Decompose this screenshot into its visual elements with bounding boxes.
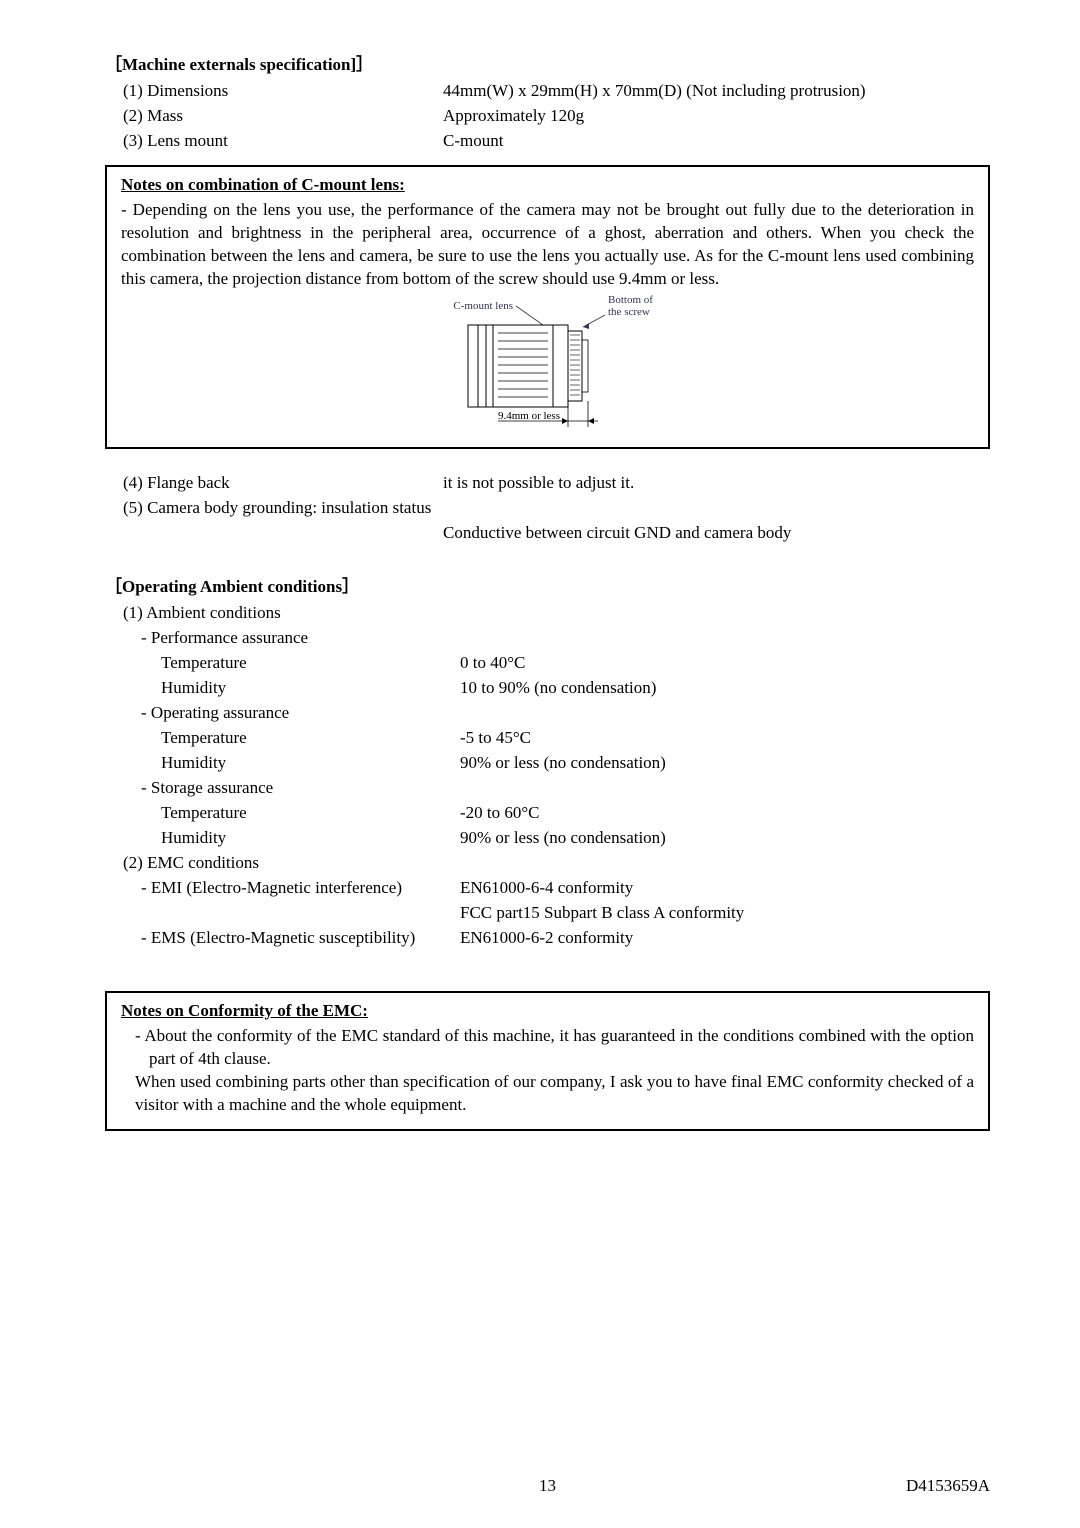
cond-value: EN61000-6-2 conformity [460,928,990,948]
cond-row: - Operating assurance [105,703,990,723]
doc-id: D4153659A [870,1476,990,1496]
cond-label: - Performance assurance [141,628,476,648]
spec-row: (1) Dimensions 44mm(W) x 29mm(H) x 70mm(… [105,81,990,101]
spec-label: (4) Flange back [123,473,443,493]
cond-value: EN61000-6-4 conformity [460,878,990,898]
cond-label: Temperature [161,653,460,673]
spec-row: (4) Flange back it is not possible to ad… [105,473,990,493]
cond-value: 90% or less (no condensation) [460,828,990,848]
cond-row: Humidity 90% or less (no condensation) [105,753,990,773]
spec-value: Approximately 120g [443,106,990,126]
cond-value: 90% or less (no condensation) [460,753,990,773]
diagram-screw-label-1: Bottom of [608,295,653,306]
cond-label: - EMS (Electro-Magnetic susceptibility) [141,928,460,948]
cond-row: - EMI (Electro-Magnetic interference) EN… [105,878,990,898]
spec-label: (1) Dimensions [123,81,443,101]
cond-label: Humidity [161,753,460,773]
spec-label: (3) Lens mount [123,131,443,151]
cond-label: Temperature [161,728,460,748]
spec-value: C-mount [443,131,990,151]
cond-value: 0 to 40°C [460,653,990,673]
spec-value: 44mm(W) x 29mm(H) x 70mm(D) (Not includi… [443,81,990,101]
spec-row: (2) Mass Approximately 120g [105,106,990,126]
spec-row: (3) Lens mount C-mount [105,131,990,151]
spec-value: Conductive between circuit GND and camer… [443,523,990,543]
note-box-emc: Notes on Conformity of the EMC: - About … [105,991,990,1131]
cond-row: Humidity 10 to 90% (no condensation) [105,678,990,698]
note-box-cmount: Notes on combination of C-mount lens: - … [105,165,990,449]
cond-value: -20 to 60°C [460,803,990,823]
cond-label: Temperature [161,803,460,823]
page-number: 13 [225,1476,870,1496]
page-footer: 13 D4153659A [105,1476,990,1496]
spec-label [123,523,443,543]
note-title: Notes on combination of C-mount lens: [121,175,974,195]
cond-row: - Storage assurance [105,778,990,798]
diagram-dim-label: 9.4mm or less [497,410,559,422]
note-text: When used combining parts other than spe… [121,1071,974,1117]
cond-row: - Performance assurance [105,628,990,648]
note-title: Notes on Conformity of the EMC: [121,1001,974,1021]
cond-row: FCC part15 Subpart B class A conformity [105,903,990,923]
cond-row: Humidity 90% or less (no condensation) [105,828,990,848]
cond-label: (1) Ambient conditions [123,603,458,623]
spec-row: (5) Camera body grounding: insulation st… [105,498,990,518]
cond-label: - Storage assurance [141,778,476,798]
section-1-title: ［Machine externals specification]］ [105,50,990,75]
note-text: - Depending on the lens you use, the per… [121,199,974,291]
cond-label: Humidity [161,828,460,848]
cond-value: -5 to 45°C [460,728,990,748]
cond-row: Temperature -20 to 60°C [105,803,990,823]
diagram-lens-label: C-mount lens [453,300,513,312]
cond-row: (1) Ambient conditions [105,603,990,623]
cond-label: Humidity [161,678,460,698]
section-2-title: ［Operating Ambient conditions］ [105,572,990,597]
spec-value: it is not possible to adjust it. [443,473,990,493]
cond-value: FCC part15 Subpart B class A conformity [460,903,990,923]
cond-row: - EMS (Electro-Magnetic susceptibility) … [105,928,990,948]
cond-label [141,903,460,923]
cond-label: (2) EMC conditions [123,853,458,873]
cond-row: Temperature -5 to 45°C [105,728,990,748]
cond-label: - EMI (Electro-Magnetic interference) [141,878,460,898]
cond-row: Temperature 0 to 40°C [105,653,990,673]
cmount-diagram: C-mount lens Bottom of the screw [121,295,974,435]
spec-label: (2) Mass [123,106,443,126]
diagram-screw-label-2: the screw [608,306,650,318]
cond-label: - Operating assurance [141,703,476,723]
cond-row: (2) EMC conditions [105,853,990,873]
note-text: - About the conformity of the EMC standa… [121,1025,974,1071]
spec-label: (5) Camera body grounding: insulation st… [123,498,431,518]
spec-row: Conductive between circuit GND and camer… [105,523,990,543]
cond-value: 10 to 90% (no condensation) [460,678,990,698]
